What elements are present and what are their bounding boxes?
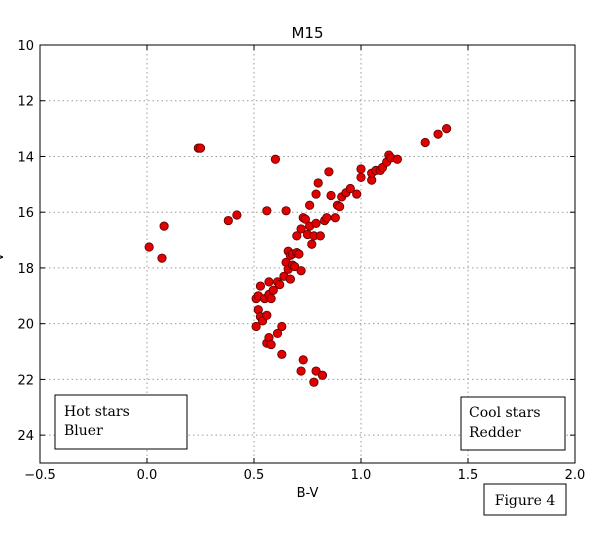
star-point [144, 242, 154, 252]
star-point [159, 221, 169, 231]
star-point [296, 224, 306, 234]
star-point [195, 143, 206, 153]
star-point [275, 280, 285, 290]
star-point [305, 200, 315, 210]
x-tick-label: 1.5 [458, 468, 479, 483]
star-point [272, 328, 283, 339]
star-point [266, 293, 276, 304]
figure-label-box [483, 483, 567, 516]
data-points [144, 124, 452, 387]
star-point [326, 190, 336, 201]
hot-stars-box [54, 394, 188, 450]
y-tick-label: 12 [17, 95, 34, 110]
y-tick-label: 14 [17, 150, 34, 165]
y-ticks: 10 12 14 16 18 20 22 24 [17, 39, 575, 444]
x-tick-label: 0.0 [137, 468, 158, 483]
star-point [294, 249, 304, 259]
y-axis-label: V [0, 252, 7, 261]
star-point [300, 214, 310, 224]
star-point [311, 366, 321, 376]
star-point [255, 281, 266, 291]
star-point [285, 274, 295, 284]
hot-stars-line1: Hot stars [64, 404, 130, 420]
star-point [292, 231, 302, 241]
y-tick-label: 24 [17, 429, 34, 444]
star-point [317, 370, 328, 380]
chart-title: M15 [291, 24, 323, 42]
star-point [157, 253, 167, 263]
star-point [262, 310, 272, 320]
star-point [266, 339, 276, 350]
star-point [251, 321, 261, 332]
y-tick-label: 20 [17, 318, 34, 333]
cool-stars-line1: Cool stars [469, 405, 541, 421]
star-point [441, 124, 452, 134]
cool-stars-box [460, 396, 566, 451]
x-tick-label: −0.5 [24, 468, 56, 483]
star-point [324, 167, 334, 177]
star-point [281, 206, 291, 216]
star-point [311, 218, 321, 228]
figure-label-text: Figure 4 [495, 493, 556, 509]
star-point [334, 202, 345, 212]
y-tick-label: 10 [17, 39, 34, 54]
hot-stars-line2: Bluer [64, 423, 103, 439]
x-ticks: −0.5 0.0 0.5 1.0 1.5 2.0 [24, 45, 585, 483]
y-tick-label: 18 [17, 262, 34, 277]
star-point [298, 355, 308, 365]
star-point [307, 239, 317, 249]
x-tick-label: 1.0 [351, 468, 372, 483]
star-point [356, 172, 366, 182]
star-point [352, 189, 362, 199]
star-point [356, 164, 366, 174]
y-tick-label: 22 [17, 373, 34, 388]
star-point [277, 321, 287, 332]
plot-frame [39, 44, 576, 464]
x-tick-label: 2.0 [565, 468, 586, 483]
cool-stars-line2: Redder [469, 425, 521, 441]
star-point [330, 213, 340, 223]
star-point [313, 178, 323, 188]
star-point [345, 183, 355, 194]
star-point [433, 129, 443, 139]
star-point [296, 266, 306, 276]
star-point [309, 377, 319, 387]
star-point [277, 349, 287, 359]
star-point [322, 213, 332, 223]
x-tick-label: 0.5 [244, 468, 265, 483]
star-point [420, 137, 430, 148]
star-point [268, 285, 278, 295]
star-point [315, 231, 325, 241]
y-tick-label: 16 [17, 206, 34, 221]
figure-label: Figure 4 [483, 483, 567, 516]
star-point [311, 189, 321, 199]
x-axis-label: B-V [297, 486, 319, 501]
star-point [392, 154, 402, 164]
star-point [262, 206, 272, 216]
star-point [232, 210, 242, 220]
star-point [264, 277, 274, 287]
hot-stars-note: Hot stars Bluer [54, 394, 188, 450]
cool-stars-note: Cool stars Redder [460, 396, 566, 451]
star-point [270, 154, 280, 164]
star-point [290, 261, 300, 272]
star-point [223, 215, 233, 226]
star-point [296, 366, 306, 376]
